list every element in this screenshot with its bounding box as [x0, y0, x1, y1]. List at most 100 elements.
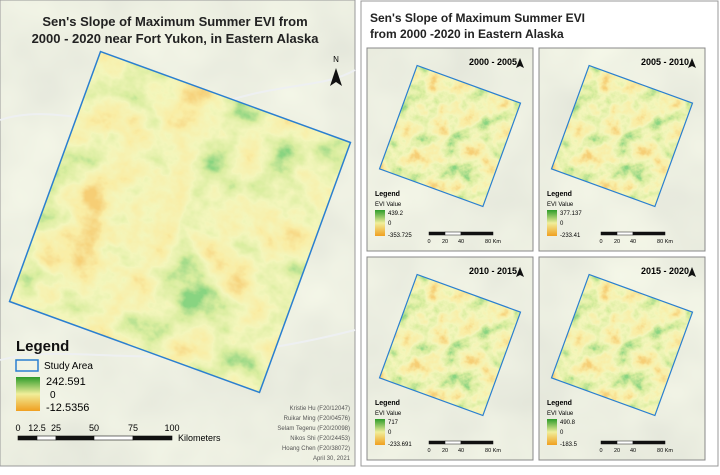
legend-ramp	[547, 419, 557, 445]
legend-subtitle: EVI Value	[547, 202, 574, 208]
study-area	[550, 273, 694, 417]
credit-line: Kristie Hu (F20/12047)	[290, 406, 350, 412]
legend-max: 717	[388, 420, 399, 426]
legend-swatch	[15, 359, 39, 372]
scale-label: 0	[427, 239, 430, 245]
credit-line: Ruikar Ming (F20/04576)	[284, 416, 350, 422]
scale-segment	[616, 231, 634, 236]
legend-ramp	[375, 419, 385, 445]
sub-maps: 2000 - 2005 Legend EVI Value 439.2 0 -353.725…	[366, 47, 706, 461]
scale-label: 100	[164, 423, 179, 433]
north-arrow	[516, 58, 524, 68]
scale-label: 40	[458, 448, 464, 454]
evi-raster	[379, 274, 521, 416]
study-area-outline	[378, 64, 522, 208]
period-label: 2000 - 2005	[469, 57, 517, 67]
credit-line: Nikos Shi (F20/24453)	[290, 436, 350, 442]
right-panel: Sen's Slope of Maximum Summer EVI from 2…	[360, 0, 719, 467]
legend-subtitle: EVI Value	[547, 411, 574, 417]
scale-label: 80 Km	[485, 239, 501, 245]
scale-label: 80 Km	[485, 448, 501, 454]
left-map: Sen's Slope of Maximum Summer EVI from 2…	[0, 0, 356, 467]
scale-segment	[428, 231, 446, 236]
scale-label: 0	[15, 423, 20, 433]
credit-line: Hoang Chen (F20/38072)	[282, 446, 350, 452]
period-label: 2005 - 2010	[641, 57, 689, 67]
map-title: Sen's Slope of Maximum Summer EVI from	[42, 14, 307, 29]
frame	[0, 0, 356, 467]
evi-raster	[379, 65, 521, 207]
legend-max: 377.137	[560, 211, 582, 217]
scale-unit: Kilometers	[178, 433, 221, 443]
sub-map: 2015 - 2020 Legend EVI Value 490.8 0 -183.5 0 2…	[538, 256, 706, 461]
scale-segment	[55, 435, 95, 441]
legend-subtitle: EVI Value	[375, 202, 402, 208]
study-area	[378, 273, 522, 417]
scale-label: 75	[128, 423, 138, 433]
scale-label: 0	[599, 448, 602, 454]
legend-title: Legend	[16, 338, 69, 355]
scale-label: 40	[630, 448, 636, 454]
period-label: 2015 - 2020	[641, 266, 689, 276]
scale-segment	[460, 231, 494, 236]
legend-min: -233.691	[388, 442, 412, 448]
scale-segment	[600, 231, 618, 236]
scale-label: 40	[630, 239, 636, 245]
scale-label: 80 Km	[657, 448, 673, 454]
scale-segment	[616, 440, 634, 445]
legend-min: -233.41	[560, 233, 581, 239]
credit-line: April 30, 2021	[313, 456, 351, 462]
credits: Kristie Hu (F20/12047) Ruikar Ming (F20/0…	[277, 406, 350, 462]
study-area-outline	[550, 273, 694, 417]
period-label: 2010 - 2015	[469, 266, 517, 276]
legend-title: Legend	[375, 400, 400, 407]
north-label: N	[333, 55, 339, 64]
scale-label: 20	[614, 448, 620, 454]
north-arrow	[330, 68, 342, 86]
legend-max: 490.8	[560, 420, 576, 426]
scale-label: 0	[599, 239, 602, 245]
scale-segment	[444, 231, 462, 236]
legend-ramp	[547, 210, 557, 236]
sub-map: 2005 - 2010 Legend EVI Value 377.137 0 -233.4…	[538, 47, 706, 252]
sub-map: 2000 - 2005 Legend EVI Value 439.2 0 -353.725…	[366, 47, 534, 252]
evi-raster	[551, 65, 693, 207]
legend-zero: 0	[50, 390, 56, 401]
scale-segment	[632, 440, 666, 445]
scale-label: 50	[89, 423, 99, 433]
evi-raster	[551, 274, 693, 416]
legend-zero: 0	[388, 430, 392, 436]
north-arrow	[516, 267, 524, 277]
scale-label: 0	[427, 448, 430, 454]
frame	[366, 256, 534, 461]
frame	[538, 47, 706, 252]
study-area	[378, 64, 522, 208]
scale-segment	[460, 440, 494, 445]
evi-raster	[9, 51, 351, 393]
legend-min: -12.5356	[46, 402, 89, 414]
scale-segment	[93, 435, 134, 441]
scale-segment	[132, 435, 173, 441]
legend-zero: 0	[388, 221, 392, 227]
legend-title: Legend	[547, 400, 572, 407]
legend-ramp	[16, 377, 40, 411]
credit-line: Selam Tegenu (F20/20098)	[277, 426, 350, 432]
legend-label: Study Area	[44, 361, 93, 372]
study-area-outline	[378, 273, 522, 417]
scale-label: 12.5	[28, 423, 46, 433]
scale-segment	[36, 435, 57, 441]
panel-title: Sen's Slope of Maximum Summer EVI	[370, 11, 585, 25]
frame	[366, 47, 534, 252]
study-area	[550, 64, 694, 208]
legend-zero: 0	[560, 430, 564, 436]
scale-segment	[632, 231, 666, 236]
panel-title: from 2000 -2020 in Eastern Alaska	[370, 27, 564, 41]
scale-label: 20	[442, 239, 448, 245]
frame	[538, 256, 706, 461]
legend-min: -353.725	[388, 233, 412, 239]
scale-segment	[600, 440, 618, 445]
legend-ramp	[375, 210, 385, 236]
scale-label: 25	[51, 423, 61, 433]
north-arrow	[688, 58, 696, 68]
